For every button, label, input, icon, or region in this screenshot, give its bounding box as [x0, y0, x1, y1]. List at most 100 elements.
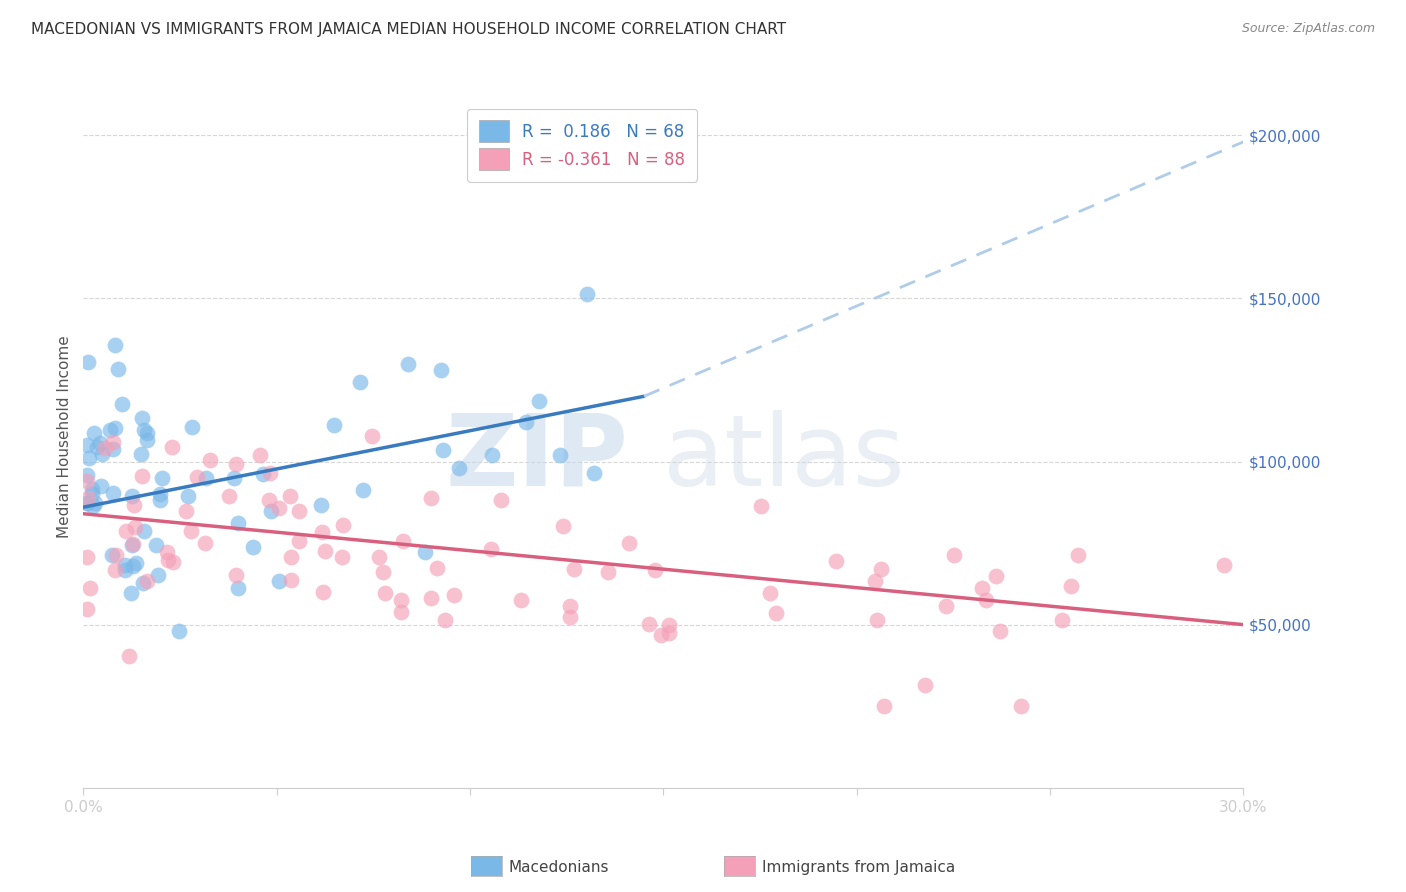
Point	[935, 599, 957, 614]
Point	[426, 561, 449, 575]
Point	[550, 448, 572, 462]
Point	[117, 649, 139, 664]
Point	[98, 423, 121, 437]
Point	[575, 287, 598, 301]
Text: Immigrants from Jamaica: Immigrants from Jamaica	[762, 860, 955, 874]
Point	[101, 549, 124, 563]
Point	[489, 493, 512, 508]
Point	[558, 609, 581, 624]
Point	[352, 483, 374, 497]
Text: MACEDONIAN VS IMMIGRANTS FROM JAMAICA MEDIAN HOUSEHOLD INCOME CORRELATION CHART: MACEDONIAN VS IMMIGRANTS FROM JAMAICA ME…	[31, 22, 786, 37]
Point	[617, 536, 640, 550]
Point	[765, 607, 787, 621]
Point	[367, 550, 389, 565]
Point	[443, 589, 465, 603]
Point	[392, 533, 415, 548]
Point	[131, 468, 153, 483]
Point	[658, 626, 681, 640]
Point	[101, 442, 124, 457]
Y-axis label: Median Household Income: Median Household Income	[58, 335, 72, 539]
Point	[132, 524, 155, 539]
Point	[322, 417, 344, 432]
Point	[988, 624, 1011, 639]
Point	[914, 678, 936, 692]
Point	[280, 489, 302, 503]
Point	[943, 548, 966, 562]
Point	[280, 549, 302, 564]
Text: Macedonians: Macedonians	[509, 860, 609, 874]
Point	[86, 441, 108, 455]
Point	[152, 471, 174, 485]
Point	[267, 500, 290, 515]
Point	[551, 519, 574, 533]
Point	[314, 544, 336, 558]
Point	[479, 541, 502, 556]
Point	[644, 563, 666, 577]
Point	[77, 355, 100, 369]
Point	[111, 397, 134, 411]
Point	[176, 504, 198, 518]
Point	[104, 421, 127, 435]
Point	[870, 562, 893, 576]
Point	[583, 466, 606, 480]
Point	[332, 518, 354, 533]
Point	[288, 534, 311, 549]
Point	[389, 605, 412, 619]
Point	[121, 537, 143, 551]
Point	[252, 467, 274, 482]
Point	[195, 471, 218, 485]
Point	[136, 425, 159, 440]
Point	[1010, 699, 1032, 714]
Point	[374, 586, 396, 600]
Point	[447, 460, 470, 475]
Point	[984, 568, 1007, 582]
Point	[124, 519, 146, 533]
Point	[560, 599, 582, 613]
Point	[396, 358, 419, 372]
Point	[125, 556, 148, 570]
Point	[104, 563, 127, 577]
Point	[510, 592, 533, 607]
Point	[129, 447, 152, 461]
Point	[481, 448, 503, 462]
Point	[311, 524, 333, 539]
Point	[101, 486, 124, 500]
Point	[177, 489, 200, 503]
Point	[146, 568, 169, 582]
Point	[759, 586, 782, 600]
Point	[200, 453, 222, 467]
Point	[225, 568, 247, 582]
Point	[432, 442, 454, 457]
Point	[873, 699, 896, 714]
Point	[132, 423, 155, 437]
Point	[970, 581, 993, 595]
Point	[122, 559, 145, 574]
Point	[121, 538, 143, 552]
Point	[242, 540, 264, 554]
Point	[260, 503, 283, 517]
Point	[149, 486, 172, 500]
Legend: R =  0.186   N = 68, R = -0.361   N = 88: R = 0.186 N = 68, R = -0.361 N = 88	[467, 109, 697, 182]
Point	[420, 491, 443, 505]
Point	[136, 433, 159, 447]
Point	[224, 471, 246, 485]
Point	[90, 479, 112, 493]
Point	[77, 491, 100, 505]
Point	[76, 496, 98, 510]
Point	[107, 362, 129, 376]
Text: Source: ZipAtlas.com: Source: ZipAtlas.com	[1241, 22, 1375, 36]
Point	[650, 628, 672, 642]
Point	[114, 524, 136, 538]
Point	[1060, 579, 1083, 593]
Point	[249, 448, 271, 462]
Point	[77, 451, 100, 466]
Point	[226, 581, 249, 595]
Point	[562, 562, 585, 576]
Point	[76, 475, 98, 489]
Point	[371, 565, 394, 579]
Point	[90, 447, 112, 461]
Point	[89, 435, 111, 450]
Point	[76, 468, 98, 483]
Point	[1213, 558, 1236, 572]
Point	[259, 466, 281, 480]
